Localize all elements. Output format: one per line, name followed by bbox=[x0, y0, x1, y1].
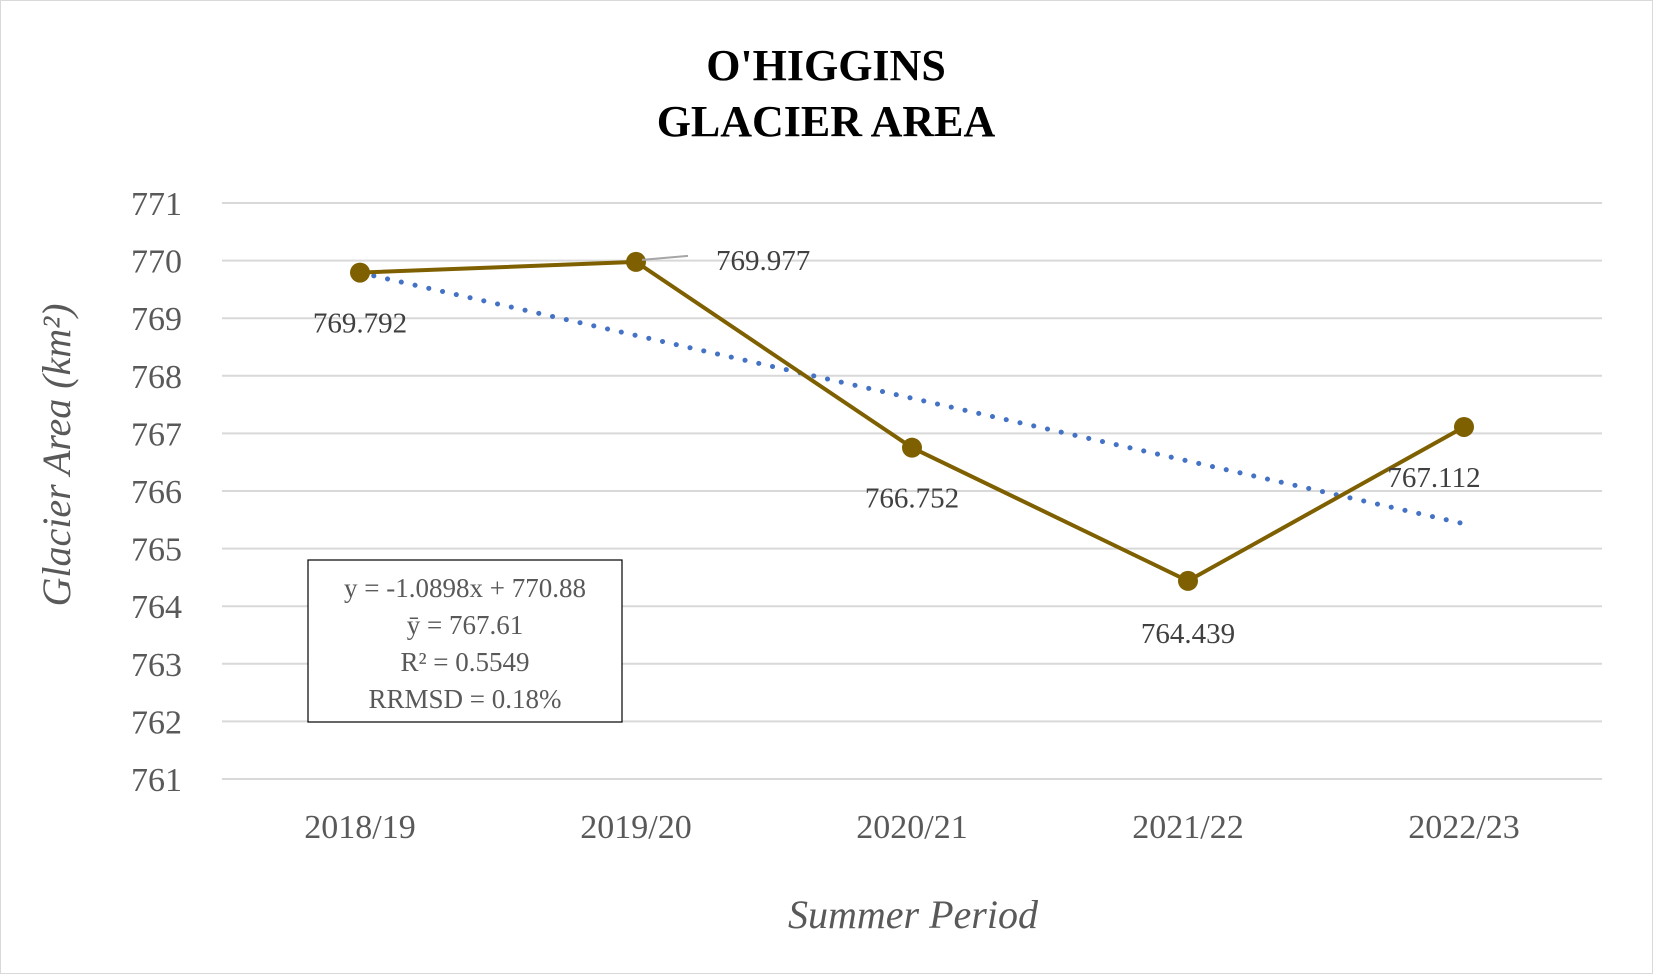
trendline bbox=[357, 270, 1467, 527]
data-point bbox=[350, 262, 370, 283]
data-label: 766.752 bbox=[865, 483, 959, 515]
data-label: 769.792 bbox=[313, 308, 407, 340]
data-label: 769.977 bbox=[716, 245, 810, 277]
y-axis-tick-labels: 761 762 763 764 765 766 767 768 769 770 771 bbox=[131, 186, 182, 799]
data-points bbox=[350, 251, 1474, 591]
y-tick-label: 764 bbox=[131, 589, 182, 626]
data-label: 764.439 bbox=[1141, 618, 1235, 650]
y-tick-label: 769 bbox=[131, 301, 182, 338]
x-tick-label: 2019/20 bbox=[580, 809, 691, 846]
chart-title-line-1: O'HIGGINS bbox=[706, 41, 946, 90]
x-axis-label: Summer Period bbox=[788, 892, 1039, 937]
stats-rrmsd: RRMSD = 0.18% bbox=[368, 684, 561, 714]
y-axis-label: Glacier Area (km²) bbox=[34, 303, 79, 606]
chart-title-line-2: GLACIER AREA bbox=[657, 97, 996, 146]
data-point bbox=[902, 437, 922, 458]
x-tick-label: 2022/23 bbox=[1408, 809, 1519, 846]
data-label: 767.112 bbox=[1387, 462, 1480, 494]
y-tick-label: 766 bbox=[131, 474, 182, 511]
data-point bbox=[626, 251, 646, 272]
linear-trendline bbox=[357, 270, 1467, 527]
data-labels: 769.792 769.977 766.752 764.439 767.112 bbox=[313, 245, 1481, 650]
y-tick-label: 771 bbox=[131, 186, 182, 223]
x-tick-label: 2021/22 bbox=[1132, 809, 1243, 846]
data-label-leader bbox=[641, 254, 689, 261]
stats-r-squared: R² = 0.5549 bbox=[400, 647, 529, 677]
x-tick-label: 2018/19 bbox=[304, 809, 415, 846]
y-tick-label: 762 bbox=[131, 704, 182, 741]
regression-stats-box: y = -1.0898x + 770.88 ȳ = 767.61 R² = 0.… bbox=[307, 559, 623, 723]
y-tick-label: 765 bbox=[131, 532, 182, 569]
x-axis-tick-labels: 2018/19 2019/20 2020/21 2021/22 2022/23 bbox=[304, 809, 1519, 846]
y-tick-label: 767 bbox=[131, 416, 182, 453]
data-point bbox=[1454, 416, 1474, 437]
data-point bbox=[1178, 570, 1198, 591]
stats-equation: y = -1.0898x + 770.88 bbox=[344, 573, 586, 603]
y-tick-label: 770 bbox=[131, 244, 182, 281]
y-tick-label: 768 bbox=[131, 359, 182, 396]
x-tick-label: 2020/21 bbox=[856, 809, 967, 846]
y-tick-label: 763 bbox=[131, 647, 182, 684]
chart-title: O'HIGGINS GLACIER AREA bbox=[657, 41, 996, 146]
stats-box-border bbox=[307, 559, 623, 723]
stats-mean: ȳ = 767.61 bbox=[407, 610, 523, 640]
y-tick-label: 761 bbox=[131, 762, 182, 799]
